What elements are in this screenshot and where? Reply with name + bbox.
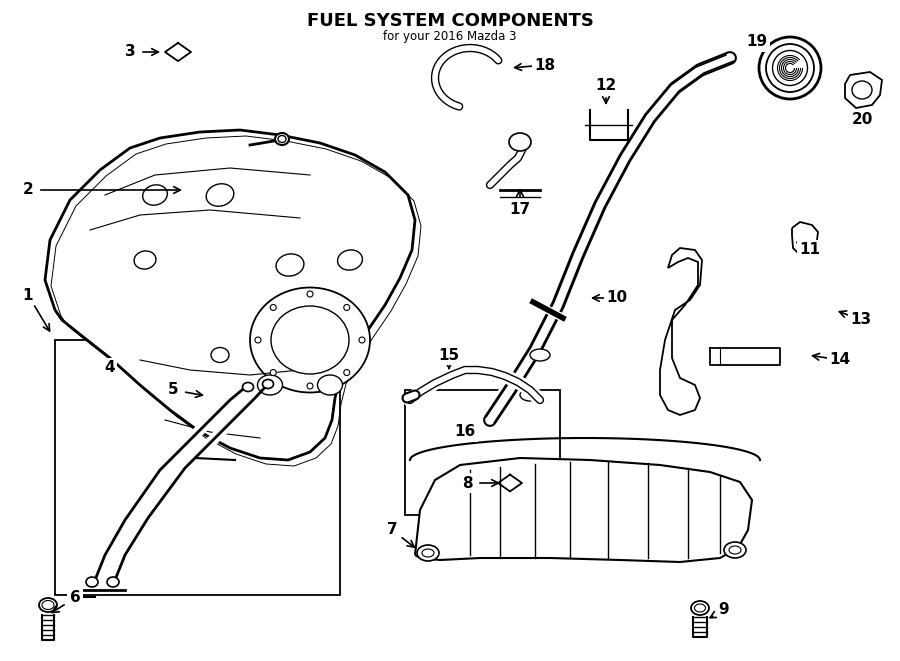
Ellipse shape [143,185,167,205]
PathPatch shape [415,458,752,562]
Ellipse shape [344,369,350,375]
Bar [55,340,340,595]
Ellipse shape [422,549,434,557]
Text: 19: 19 [746,34,768,50]
Ellipse shape [250,288,370,393]
PathPatch shape [845,72,882,108]
Text: 12: 12 [596,77,617,93]
Ellipse shape [359,337,365,343]
Text: 1: 1 [22,288,33,303]
Ellipse shape [520,389,540,401]
Ellipse shape [307,291,313,297]
Text: 3: 3 [125,44,135,59]
Ellipse shape [39,598,57,612]
Text: 20: 20 [851,112,873,128]
Text: 9: 9 [719,602,729,617]
Ellipse shape [257,375,283,395]
Ellipse shape [695,604,706,612]
Ellipse shape [255,337,261,343]
Ellipse shape [270,305,276,311]
Ellipse shape [344,305,350,311]
Ellipse shape [276,254,304,276]
Text: 15: 15 [438,348,460,362]
Ellipse shape [42,600,54,609]
Text: 11: 11 [799,243,821,258]
Ellipse shape [211,348,229,362]
Text: 10: 10 [607,290,627,305]
Ellipse shape [271,306,349,374]
Ellipse shape [242,383,254,391]
Text: 7: 7 [387,522,397,537]
Ellipse shape [691,601,709,615]
Ellipse shape [759,37,821,99]
PathPatch shape [792,222,818,256]
Ellipse shape [766,44,814,92]
Text: for your 2016 Mazda 3: for your 2016 Mazda 3 [383,30,517,43]
Ellipse shape [772,50,807,85]
Text: 13: 13 [850,313,871,327]
Ellipse shape [206,184,234,206]
Ellipse shape [263,379,274,389]
Text: 5: 5 [167,383,178,397]
Ellipse shape [417,545,439,561]
Text: 18: 18 [535,58,555,73]
Bar [405,390,560,515]
Text: 4: 4 [104,360,115,375]
PathPatch shape [660,248,702,415]
Ellipse shape [307,383,313,389]
Ellipse shape [530,349,550,361]
Text: 16: 16 [454,424,475,440]
Ellipse shape [134,251,156,269]
Ellipse shape [318,375,343,395]
Text: FUEL SYSTEM COMPONENTS: FUEL SYSTEM COMPONENTS [307,12,593,30]
PathPatch shape [45,130,415,460]
Ellipse shape [509,133,531,151]
Text: 8: 8 [462,475,472,490]
Ellipse shape [270,369,276,375]
Ellipse shape [852,81,872,99]
Ellipse shape [338,250,363,270]
Text: 17: 17 [509,202,531,217]
Text: 2: 2 [22,182,33,198]
Ellipse shape [86,577,98,587]
Text: 6: 6 [69,590,80,605]
Ellipse shape [724,542,746,558]
Ellipse shape [275,133,289,145]
Text: 14: 14 [830,352,850,368]
Ellipse shape [107,577,119,587]
Ellipse shape [729,546,741,554]
Ellipse shape [278,136,286,143]
